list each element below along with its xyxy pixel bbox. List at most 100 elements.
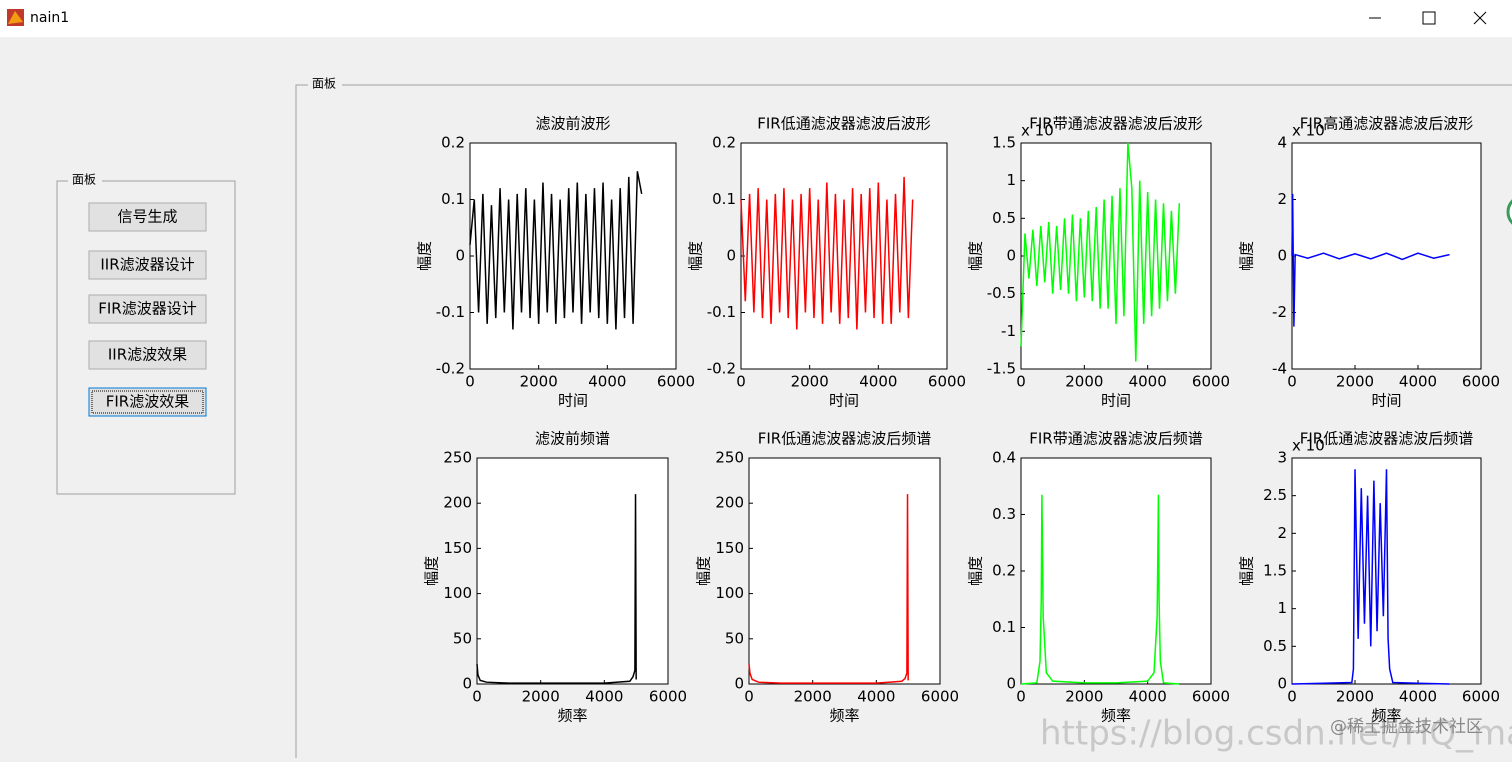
chart: 0 2000 4000 6000 0 0.5 1 1.5 2 2.5 3 x 10FIR低通滤波器滤波…	[1238, 430, 1501, 725]
button[interactable]: FIR滤波器设计	[88, 294, 207, 324]
left-panel	[56, 180, 236, 495]
x-axis-label: 时间	[1371, 392, 1401, 410]
maximize-button[interactable]	[1422, 11, 1436, 25]
close-button[interactable]	[1473, 11, 1487, 25]
plot-area	[740, 142, 948, 370]
y-tick-label: -0.1	[436, 303, 465, 321]
y-tick-label: 250	[443, 449, 472, 467]
y-axis-label: 幅度	[967, 241, 985, 271]
button[interactable]: 信号生成	[88, 202, 207, 232]
x-axis-label: 时间	[829, 392, 859, 410]
x-tick-label: 4000	[1129, 373, 1167, 391]
button-label[interactable]: 信号生成	[117, 208, 177, 226]
y-tick-label: 150	[443, 539, 472, 557]
y-tick-label: 0	[1006, 675, 1016, 693]
x-axis-label: 时间	[1101, 392, 1131, 410]
chart-title: FIR高通滤波器滤波后波形	[1300, 115, 1473, 133]
x-tick-label: 6000	[1462, 373, 1500, 391]
y-tick-label: 0.3	[992, 505, 1016, 523]
focus-ring[interactable]	[91, 390, 204, 414]
x-tick-label: 2000	[791, 373, 829, 391]
y-multiplier: x 10	[1292, 437, 1325, 455]
x-tick-label: 2000	[794, 688, 832, 706]
x-tick-label: 6000	[921, 688, 959, 706]
x-tick-label: 0	[465, 373, 475, 391]
y-tick-label: -0.5	[987, 284, 1016, 302]
y-tick-label: 200	[443, 494, 472, 512]
data-line	[748, 494, 909, 684]
y-tick-label: 1.5	[1263, 562, 1287, 580]
x-tick-label: 4000	[585, 688, 623, 706]
chart: 0 2000 4000 6000 -0.2 -0.1 0 0.1 0.2 FIR低通滤波器滤波后波…	[687, 115, 967, 410]
app-icon-shape	[8, 11, 23, 24]
y-tick-label: 0	[1006, 247, 1016, 265]
y-tick-label: -0.1	[707, 303, 736, 321]
y-tick-label: 1	[1006, 171, 1016, 189]
y-axis-label: 幅度	[967, 556, 985, 586]
x-tick-label: 0	[1016, 373, 1026, 391]
y-tick-label: 1	[1277, 599, 1287, 617]
x-axis-label: 频率	[829, 707, 859, 725]
x-axis-label: 频率	[1371, 707, 1401, 725]
y-axis-label: 幅度	[1238, 241, 1256, 271]
y-tick-label: 2	[1277, 524, 1287, 542]
x-tick-label: 0	[736, 373, 746, 391]
y-tick-label: 0.2	[712, 134, 736, 152]
button-face[interactable]	[88, 202, 207, 232]
plot-area	[1020, 142, 1212, 370]
button-face[interactable]	[88, 387, 207, 417]
y-tick-label: 0.2	[992, 562, 1016, 580]
y-tick-label: 0	[734, 675, 744, 693]
chart-title: FIR低通滤波器滤波后频谱	[1300, 430, 1473, 448]
y-tick-label: 2	[1277, 190, 1287, 208]
button-face[interactable]	[88, 250, 207, 280]
y-tick-label: 1.5	[992, 134, 1016, 152]
y-tick-label: 0	[1277, 247, 1287, 265]
chart-title: FIR低通滤波器滤波后波形	[757, 115, 930, 133]
y-tick-label: 100	[715, 584, 744, 602]
x-tick-label: 0	[1287, 373, 1297, 391]
data-line	[476, 494, 637, 684]
plot-area	[1291, 457, 1482, 685]
chart: 0 2000 4000 6000 0 50 100 150 200 250 FIR低通滤波器滤波后频…	[695, 430, 960, 725]
y-tick-label: 0.1	[712, 190, 736, 208]
x-tick-label: 6000	[649, 688, 687, 706]
x-tick-label: 2000	[520, 373, 558, 391]
chart-title: 滤波前波形	[535, 115, 610, 133]
button-label[interactable]: IIR滤波效果	[108, 346, 187, 364]
watermark: https://blog.csdn.net/HQ_matlab	[1040, 714, 1512, 754]
button[interactable]: IIR滤波效果	[88, 340, 207, 370]
y-tick-label: 0.2	[441, 134, 465, 152]
y-tick-label: -0.2	[436, 360, 465, 378]
y-tick-label: 4	[1277, 134, 1287, 152]
main-panel-title: 面板	[312, 77, 336, 91]
button[interactable]: IIR滤波器设计	[88, 250, 207, 280]
data-line	[1020, 494, 1180, 685]
data-line	[1020, 142, 1181, 362]
y-axis-label: 幅度	[423, 556, 441, 586]
chart-title: FIR低通滤波器滤波后频谱	[758, 430, 931, 448]
button-face[interactable]	[88, 294, 207, 324]
button-label[interactable]: FIR滤波效果	[106, 393, 189, 411]
window-title: nain1	[30, 10, 69, 26]
button[interactable]: FIR滤波效果	[88, 387, 207, 417]
x-tick-label: 6000	[1192, 688, 1230, 706]
button-label[interactable]: FIR滤波器设计	[98, 300, 196, 318]
y-tick-label: 0	[455, 247, 465, 265]
y-axis-label: 幅度	[1238, 556, 1256, 586]
y-tick-label: 2.5	[1263, 486, 1287, 504]
left-panel-title: 面板	[72, 173, 96, 187]
button-label[interactable]: IIR滤波器设计	[100, 256, 194, 274]
y-tick-label: -1	[1001, 322, 1016, 340]
x-tick-label: 6000	[928, 373, 966, 391]
x-axis-label: 时间	[558, 392, 588, 410]
y-tick-label: 200	[715, 494, 744, 512]
button-face[interactable]	[88, 340, 207, 370]
x-tick-label: 0	[1287, 688, 1297, 706]
plot-area	[476, 457, 669, 685]
x-tick-label: 6000	[1192, 373, 1230, 391]
plot-area	[748, 457, 941, 685]
